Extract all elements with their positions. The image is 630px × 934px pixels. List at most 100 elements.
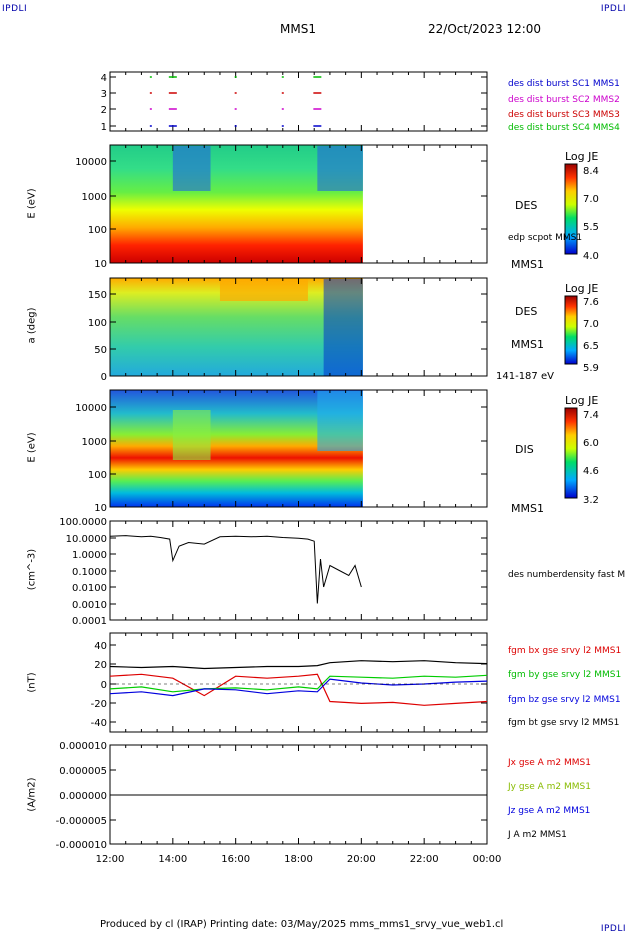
- y-tick-label: 0.000010: [59, 741, 107, 752]
- burst-label-c1: des dist burst SC1 MMS1: [508, 79, 620, 89]
- y-tick-label: 100.0000: [59, 517, 107, 528]
- des-pitch-right-label: DES: [515, 305, 538, 318]
- y-tick-label: 4: [101, 73, 107, 84]
- bfield-label-bz: fgm bz gse srvy l2 MMS1: [508, 695, 621, 705]
- des-energy-band: [172, 146, 211, 191]
- density-line: [109, 535, 362, 604]
- logo-left: IPDLI: [2, 4, 28, 14]
- y-tick-label: 0: [101, 372, 107, 383]
- des-pitch-cbar-title: Log JE: [565, 282, 599, 295]
- des-energy-cbar-tick-1: 7.0: [583, 194, 599, 205]
- dis-energy-cbar-tick-2: 4.6: [583, 466, 599, 477]
- des-energy-right-label: DES: [515, 199, 538, 212]
- des-energy-scpot-label: edp scpot MMS1: [508, 233, 583, 243]
- logo-bottom-right: IPDLI: [600, 924, 626, 934]
- des-pitch-probe-label: MMS1: [511, 338, 544, 351]
- des-energy-ylabel: E (eV): [26, 188, 38, 219]
- dis-energy-right-label: DIS: [515, 443, 534, 456]
- time-tick-label: 12:00: [96, 854, 125, 865]
- burst-label-c4: des dist burst SC4 MMS4: [508, 123, 620, 133]
- y-tick-label: 0: [101, 680, 107, 691]
- des-pitch-band: [323, 279, 363, 376]
- des-energy-cbar-tick-0: 8.4: [583, 166, 599, 177]
- y-tick-label: 40: [94, 641, 107, 652]
- dis-energy-cbar-tick-0: 7.4: [583, 410, 599, 421]
- y-tick-label: -0.000005: [56, 816, 107, 827]
- des-energy-cbar-title: Log JE: [565, 150, 599, 163]
- current-label-jx: Jx gse A m2 MMS1: [508, 758, 591, 768]
- colorbar-0: [564, 163, 578, 255]
- y-tick-label: -20: [91, 699, 107, 710]
- logo-right: IPDLI: [600, 4, 626, 14]
- des-pitch-cbar-tick-0: 7.6: [583, 297, 599, 308]
- current-ylabel: (A/m2): [26, 777, 38, 812]
- y-tick-label: 10000: [75, 403, 107, 414]
- time-tick-label: 22:00: [410, 854, 439, 865]
- des-energy-probe-label: MMS1: [511, 258, 544, 271]
- current-label-jy: Jy gse A m2 MMS1: [508, 782, 591, 792]
- y-tick-label: -0.000010: [56, 840, 107, 851]
- bfield-label-by: fgm by gse srvy l2 MMS1: [508, 670, 622, 680]
- y-tick-label: 0.0010: [72, 600, 107, 611]
- panel-frame-density: [109, 520, 488, 621]
- density-label: des numberdensity fast M: [508, 570, 626, 580]
- y-tick-label: 10.0000: [66, 534, 107, 545]
- bfield-ylabel: (nT): [26, 672, 38, 693]
- time-tick-label: 14:00: [158, 854, 187, 865]
- burst-label-c3: des dist burst SC3 MMS3: [508, 110, 620, 120]
- des-pitch-cbar-tick-2: 6.5: [583, 341, 599, 352]
- time-tick-label: 16:00: [221, 854, 250, 865]
- dis-energy-ylabel: E (eV): [26, 432, 38, 463]
- burst-label-c2: des dist burst SC2 MMS2: [508, 95, 620, 105]
- y-tick-label: 3: [101, 89, 107, 100]
- y-tick-label: 0.0001: [72, 616, 107, 627]
- dis-energy-cbar-tick-1: 6.0: [583, 438, 599, 449]
- footer-text: Produced by cl (IRAP) Printing date: 03/…: [100, 919, 504, 930]
- panel-frame-bfield: [109, 632, 488, 733]
- y-tick-label: 20: [94, 660, 107, 671]
- y-tick-label: 2: [101, 105, 107, 116]
- y-tick-label: 10: [94, 503, 107, 514]
- current-label-jz: Jz gse A m2 MMS1: [508, 806, 591, 816]
- probe-title: MMS1: [280, 22, 316, 36]
- time-tick-label: 00:00: [473, 854, 502, 865]
- density-ylabel: (cm^-3): [26, 548, 38, 591]
- bfield-line-bx: [109, 673, 488, 706]
- datetime-title: 22/Oct/2023 12:00: [428, 22, 542, 36]
- time-tick-label: 18:00: [284, 854, 313, 865]
- y-tick-label: 10000: [75, 157, 107, 168]
- des-pitch-energy-range: 141-187 eV: [496, 371, 554, 382]
- y-tick-label: 50: [94, 345, 107, 356]
- des-pitch-cbar-tick-3: 5.9: [583, 363, 599, 374]
- dis-energy-band: [172, 410, 211, 460]
- colorbar-2: [564, 407, 578, 499]
- y-tick-label: -40: [91, 718, 107, 729]
- panel-frame-burst: [109, 71, 488, 132]
- des-energy-cbar-tick-3: 4.0: [583, 251, 599, 262]
- bfield-line-bt: [109, 660, 488, 670]
- y-tick-label: 1.0000: [72, 550, 107, 561]
- y-tick-label: 100: [88, 470, 107, 481]
- des-pitch-band: [219, 279, 308, 301]
- y-tick-label: 0.0100: [72, 583, 107, 594]
- y-tick-label: 100: [88, 225, 107, 236]
- y-tick-label: 1000: [82, 192, 107, 203]
- current-label-j: J A m2 MMS1: [508, 830, 567, 840]
- dis-energy-cbar-title: Log JE: [565, 394, 599, 407]
- y-tick-label: 0.1000: [72, 567, 107, 578]
- y-tick-label: 10: [94, 259, 107, 270]
- y-tick-label: 0.000000: [59, 791, 107, 802]
- bfield-line-by: [109, 674, 488, 693]
- dis-energy-cbar-tick-3: 3.2: [583, 495, 599, 506]
- y-tick-label: 1000: [82, 437, 107, 448]
- y-tick-label: 1: [101, 122, 107, 133]
- des-energy-band: [317, 146, 363, 191]
- bfield-label-bx: fgm bx gse srvy l2 MMS1: [508, 646, 622, 656]
- des-pitch-ylabel: a (deg): [26, 307, 38, 344]
- time-tick-label: 20:00: [347, 854, 376, 865]
- dis-energy-probe-label: MMS1: [511, 502, 544, 515]
- y-tick-label: 0.000005: [59, 766, 107, 777]
- y-tick-label: 100: [88, 318, 107, 329]
- bfield-label-bt: fgm bt gse srvy l2 MMS1: [508, 718, 620, 728]
- des-energy-cbar-tick-2: 5.5: [583, 222, 599, 233]
